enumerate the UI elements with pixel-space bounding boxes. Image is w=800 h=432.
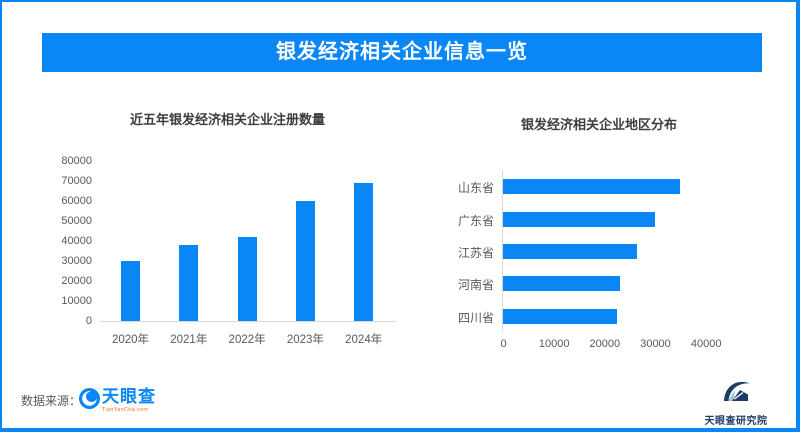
right-chart-bar-河南省 <box>503 276 620 292</box>
left-chart-y-tick-label: 70000 <box>61 174 92 187</box>
left-chart-y-tick-label: 10000 <box>61 294 92 307</box>
left-chart-bar-2020年 <box>121 261 140 321</box>
right-chart-x-tick-label: 30000 <box>640 338 671 350</box>
left-chart-bar-2023年 <box>295 201 315 321</box>
right-chart-axis-line <box>502 170 503 331</box>
data-source-label: 数据来源： <box>21 394 82 408</box>
tianyancha-logo: 天眼查 TianYanCha.com <box>79 388 170 415</box>
right-chart-bar-山东省 <box>503 179 680 195</box>
left-chart-title: 近五年银发经济相关企业注册数量 <box>130 112 326 127</box>
left-chart-category-label: 2022年 <box>228 334 266 346</box>
right-chart-x-tick-label: 20000 <box>589 338 621 350</box>
right-chart-x-tick-label: 10000 <box>538 338 570 350</box>
tianyancha-logo-name: 天眼查 <box>102 387 156 406</box>
tianyancha-eye-icon <box>79 388 100 409</box>
right-chart-bar-广东省 <box>503 211 655 227</box>
left-chart-bar-2021年 <box>179 245 199 321</box>
institute-name: 天眼查研究院 <box>704 416 768 427</box>
tianyancha-institute-icon <box>724 381 750 401</box>
right-chart-x-tick-label: 40000 <box>690 338 722 350</box>
left-chart-category-label: 2023年 <box>286 334 324 346</box>
left-chart-bar-2022年 <box>237 237 257 321</box>
left-chart-baseline <box>100 321 396 322</box>
left-chart-category-label: 2024年 <box>345 334 383 346</box>
tianyancha-logo-domain: TianYanCha.com <box>102 406 149 413</box>
right-chart-category-label: 山东省 <box>457 181 494 196</box>
right-chart-bar-四川省 <box>503 308 617 324</box>
right-chart-category-label: 江苏省 <box>457 245 494 260</box>
right-chart-x-tick-label: 0 <box>500 338 507 350</box>
left-chart-y-tick-label: 0 <box>85 314 92 327</box>
right-chart-title: 银发经济相关企业地区分布 <box>521 117 678 132</box>
left-chart-y-tick-label: 60000 <box>61 194 92 207</box>
left-chart-y-tick-label: 30000 <box>61 254 92 267</box>
left-chart-category-label: 2020年 <box>111 334 150 346</box>
left-chart-y-tick-label: 20000 <box>61 274 92 287</box>
page-title: 银发经济相关企业信息一览 <box>42 33 762 72</box>
left-chart-bar-2024年 <box>354 183 374 321</box>
right-chart-category-label: 广东省 <box>457 213 494 228</box>
left-chart-y-tick-label: 40000 <box>61 234 92 247</box>
institute-logo: 天眼查研究院 <box>701 377 771 427</box>
left-chart-category-label: 2021年 <box>170 334 208 346</box>
left-chart-y-tick-label: 50000 <box>61 214 92 227</box>
right-chart-bar-江苏省 <box>503 243 637 259</box>
left-chart-y-tick-label: 80000 <box>61 154 92 167</box>
right-chart-category-label: 四川省 <box>457 310 494 325</box>
tianyancha-logo-text-block: 天眼查 TianYanCha.com <box>102 388 170 415</box>
right-chart-category-label: 河南省 <box>457 278 494 293</box>
